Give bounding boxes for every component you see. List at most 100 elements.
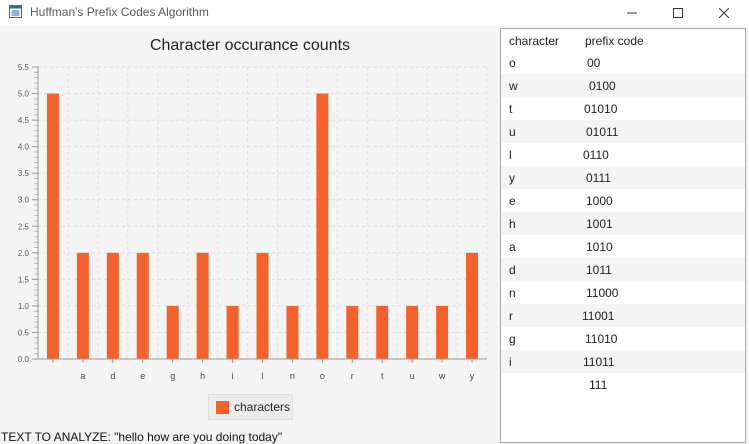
maximize-icon (673, 8, 683, 18)
cell-prefix-code: 1001 (586, 217, 613, 231)
cell-character: d (509, 263, 516, 277)
y-tick-label: 1.5 (18, 275, 30, 284)
bar[interactable] (76, 252, 89, 359)
cell-prefix-code: 11011 (583, 355, 615, 369)
bar[interactable] (466, 252, 479, 359)
bar[interactable] (256, 252, 269, 359)
cell-prefix-code: 11010 (585, 332, 618, 346)
table-header: character prefix code (501, 29, 745, 51)
cell-prefix-code: 00 (587, 56, 601, 70)
table-row[interactable]: 111 (501, 373, 745, 396)
table-row[interactable]: l 0110 (501, 143, 745, 166)
table-row[interactable]: a 1010 (501, 235, 745, 258)
x-tick-label: d (110, 371, 115, 381)
x-tick-label: o (320, 371, 325, 381)
cell-character: a (509, 240, 516, 254)
table-row[interactable]: i 11011 (501, 350, 745, 373)
bar[interactable] (196, 252, 209, 359)
table-row[interactable]: u 01011 (501, 120, 745, 143)
bar[interactable] (46, 93, 59, 359)
cell-character: t (509, 102, 513, 116)
x-tick-label: h (200, 371, 205, 381)
table-row[interactable]: d 1011 (501, 258, 745, 281)
cell-prefix-code: 0100 (589, 79, 616, 93)
legend-swatch (216, 401, 229, 414)
cell-prefix-code: 11000 (586, 286, 619, 300)
x-tick-label: i (232, 371, 234, 381)
y-tick-label: 3.0 (18, 196, 30, 205)
cell-prefix-code: 1010 (586, 240, 613, 254)
table-row[interactable]: n 11000 (501, 281, 745, 304)
cell-character: l (509, 148, 512, 162)
minimize-button[interactable] (609, 0, 655, 26)
bar[interactable] (226, 305, 239, 359)
y-tick-label: 0.0 (18, 355, 30, 364)
y-tick-label: 1.0 (18, 302, 30, 311)
cell-prefix-code: 11001 (582, 309, 615, 323)
table-row[interactable]: r 11001 (501, 304, 745, 327)
title-bar: Huffman's Prefix Codes Algorithm (0, 0, 749, 26)
y-tick-label: 4.0 (18, 143, 30, 152)
table-row[interactable]: t 01010 (501, 97, 745, 120)
column-header-character[interactable]: character (509, 34, 560, 48)
bar[interactable] (436, 305, 449, 359)
x-tick-label: y (470, 371, 475, 381)
x-tick-label: a (80, 371, 85, 381)
legend-label: characters (234, 400, 291, 414)
bar[interactable] (106, 252, 119, 359)
table-row[interactable]: y 0111 (501, 166, 745, 189)
table-row[interactable]: w 0100 (501, 74, 745, 97)
y-tick-label: 5.5 (18, 63, 30, 72)
y-tick-label: 3.5 (18, 169, 30, 178)
cell-prefix-code: 01011 (586, 125, 619, 139)
cell-prefix-code: 0111 (586, 171, 611, 185)
y-tick-label: 2.5 (18, 222, 30, 231)
chart-canvas: Character occurance counts 0.0 0.5 1.0 1.5 2… (18, 37, 488, 381)
x-tick-label: u (410, 371, 415, 381)
cell-character: g (509, 332, 516, 346)
cell-prefix-code: 01010 (584, 102, 618, 116)
x-tick-label: g (170, 371, 175, 381)
cell-prefix-code: 0110 (583, 148, 609, 162)
cell-character: r (509, 309, 513, 323)
bar[interactable] (286, 305, 299, 359)
close-button[interactable] (701, 0, 747, 26)
chart-tick-labels: 0.0 0.5 1.0 1.5 2.0 2.5 3.0 3.5 4.0 4.5 5.0 5.5 a d e… (18, 63, 475, 381)
minimize-icon (627, 12, 637, 14)
chart-axes (32, 66, 487, 363)
bar[interactable] (406, 305, 419, 359)
cell-prefix-code: 111 (589, 378, 608, 392)
x-tick-label: n (290, 371, 295, 381)
app-icon (9, 5, 22, 18)
table-row[interactable]: h 1001 (501, 212, 745, 235)
table-row[interactable]: e 1000 (501, 189, 745, 212)
cell-character: e (509, 194, 516, 208)
bar[interactable] (316, 93, 329, 359)
cell-character: n (509, 286, 516, 300)
prefix-code-table[interactable]: character prefix code o 00 w 0100 t 01010 u 010… (500, 28, 746, 443)
chart-legend: characters (208, 394, 293, 420)
cell-character: u (509, 125, 516, 139)
window-title: Huffman's Prefix Codes Algorithm (30, 5, 209, 19)
y-tick-label: 4.5 (18, 116, 30, 125)
x-tick-label: t (381, 371, 384, 381)
chart-bars (46, 93, 479, 359)
column-header-prefix-code[interactable]: prefix code (585, 34, 644, 48)
cell-character: h (509, 217, 516, 231)
bar[interactable] (166, 305, 179, 359)
y-tick-label: 0.5 (18, 328, 30, 337)
bar[interactable] (376, 305, 389, 359)
cell-character: i (509, 355, 512, 369)
y-tick-label: 5.0 (18, 90, 30, 99)
analyzed-text-label: TEXT TO ANALYZE: "hello how are you doin… (1, 430, 283, 444)
table-row[interactable]: g 11010 (501, 327, 745, 350)
y-tick-label: 2.0 (18, 249, 30, 258)
cell-prefix-code: 1011 (586, 263, 612, 277)
maximize-button[interactable] (655, 0, 701, 26)
table-row[interactable]: o 00 (501, 51, 745, 74)
bar[interactable] (346, 305, 359, 359)
bar[interactable] (136, 252, 149, 359)
x-tick-label: e (140, 371, 145, 381)
bar-chart: Character occurance counts 0.0 0.5 1.0 1.5 2… (0, 26, 500, 426)
x-tick-label: l (262, 371, 264, 381)
